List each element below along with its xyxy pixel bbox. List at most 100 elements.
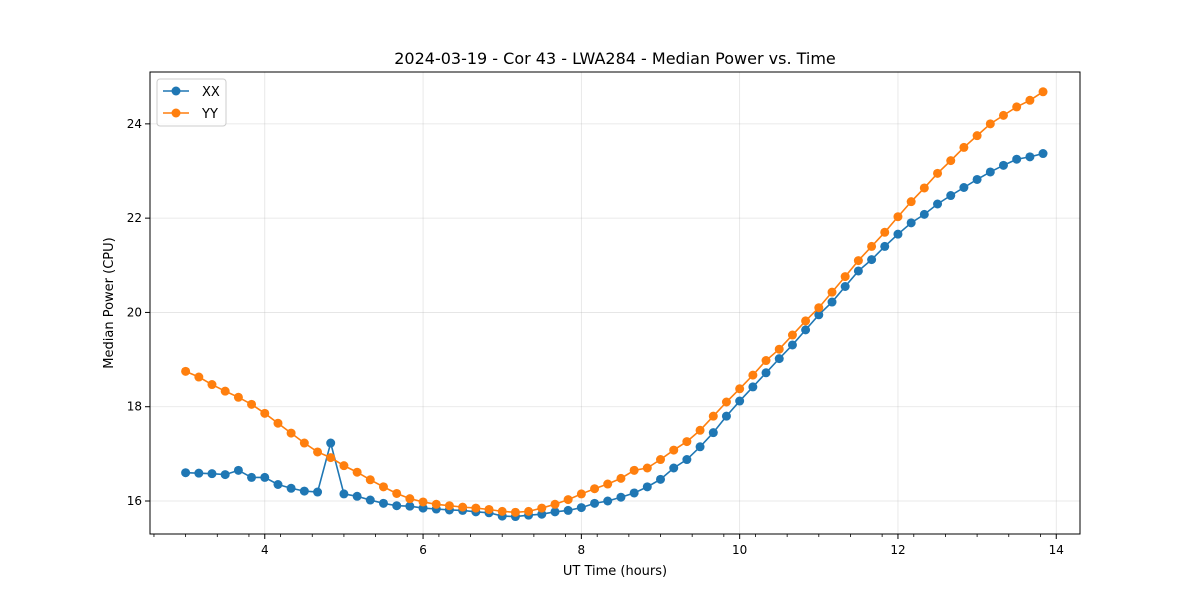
data-point (550, 499, 560, 509)
y-tick-label: 18 (127, 400, 142, 414)
data-point (1025, 152, 1035, 162)
data-point (827, 297, 837, 307)
data-point (682, 455, 692, 465)
data-point (484, 504, 494, 514)
plot-frame (149, 71, 1081, 535)
data-point (524, 506, 534, 516)
data-point (721, 411, 731, 421)
data-point (313, 447, 323, 457)
data-point (260, 472, 270, 482)
data-point (603, 496, 613, 506)
data-point (880, 241, 890, 251)
x-axis-label: UT Time (hours) (563, 564, 667, 579)
chart-title: 2024-03-19 - Cor 43 - LWA284 - Median Po… (394, 49, 836, 68)
y-tick-label: 22 (127, 211, 142, 225)
data-point (801, 325, 811, 335)
data-point (576, 503, 586, 513)
data-point (853, 256, 863, 266)
data-point (339, 461, 349, 471)
data-point (1038, 149, 1048, 159)
legend-marker (171, 86, 181, 96)
data-point (814, 303, 824, 313)
x-tick-label: 6 (419, 543, 427, 557)
data-point (431, 499, 441, 509)
x-tick-label: 8 (578, 543, 586, 557)
legend: XX YY (156, 78, 227, 127)
data-point (919, 209, 929, 219)
data-point (497, 506, 507, 516)
y-axis-label: Median Power (CPU) (102, 237, 117, 368)
data-point (761, 356, 771, 366)
data-point (299, 486, 309, 496)
data-point (985, 119, 995, 129)
data-point (787, 330, 797, 340)
grid-lines (150, 72, 1080, 534)
data-point (405, 494, 415, 504)
data-point (563, 505, 573, 515)
data-point (880, 227, 890, 237)
data-point (181, 366, 191, 376)
data-point (352, 491, 362, 501)
data-point (313, 487, 323, 497)
data-point (392, 501, 402, 511)
data-point (207, 380, 217, 390)
data-point (286, 428, 296, 438)
data-point (233, 465, 243, 475)
data-point (326, 438, 336, 448)
data-point (590, 498, 600, 508)
data-point (590, 484, 600, 494)
data-point (933, 168, 943, 178)
data-point (682, 437, 692, 447)
data-point (774, 354, 784, 364)
data-point (959, 142, 969, 152)
data-point (906, 218, 916, 228)
data-point (946, 156, 956, 166)
data-point (550, 507, 560, 517)
data-point (616, 492, 626, 502)
x-tick-label: 4 (261, 543, 269, 557)
data-point (656, 455, 666, 465)
axes: 4 6 8 10 12 14 16 18 20 22 24 (127, 117, 1064, 557)
data-point (906, 197, 916, 207)
data-point (352, 467, 362, 477)
data-point (1012, 102, 1022, 112)
data-point (735, 384, 745, 394)
y-tick-label: 20 (127, 305, 142, 319)
data-point (774, 344, 784, 354)
data-point (233, 392, 243, 402)
data-point (576, 489, 586, 499)
data-point (1025, 95, 1035, 105)
data-point (365, 475, 375, 485)
data-point (510, 507, 520, 517)
data-point (801, 316, 811, 326)
data-point (392, 488, 402, 498)
data-point (260, 408, 270, 418)
data-point (669, 445, 679, 455)
data-point (998, 110, 1008, 120)
data-point (563, 495, 573, 505)
data-point (220, 470, 230, 480)
data-point (959, 183, 969, 192)
data-point (616, 473, 626, 483)
data-point (471, 503, 481, 513)
data-point (721, 397, 731, 407)
data-point (326, 453, 336, 463)
data-point (207, 469, 217, 479)
data-point (629, 488, 639, 498)
data-point (603, 479, 613, 489)
legend-marker (171, 108, 181, 118)
x-tick-label: 12 (890, 543, 905, 557)
series-yy (181, 87, 1048, 517)
data-point (893, 229, 903, 239)
data-point (537, 503, 547, 513)
data-point (814, 310, 824, 320)
data-point (273, 480, 283, 489)
y-tick-label: 24 (127, 117, 142, 131)
data-point (629, 465, 639, 475)
y-tick-label: 16 (127, 494, 142, 508)
data-point (840, 272, 850, 282)
data-point (1038, 87, 1048, 97)
data-point (418, 497, 428, 507)
legend-label: XX (202, 85, 220, 100)
